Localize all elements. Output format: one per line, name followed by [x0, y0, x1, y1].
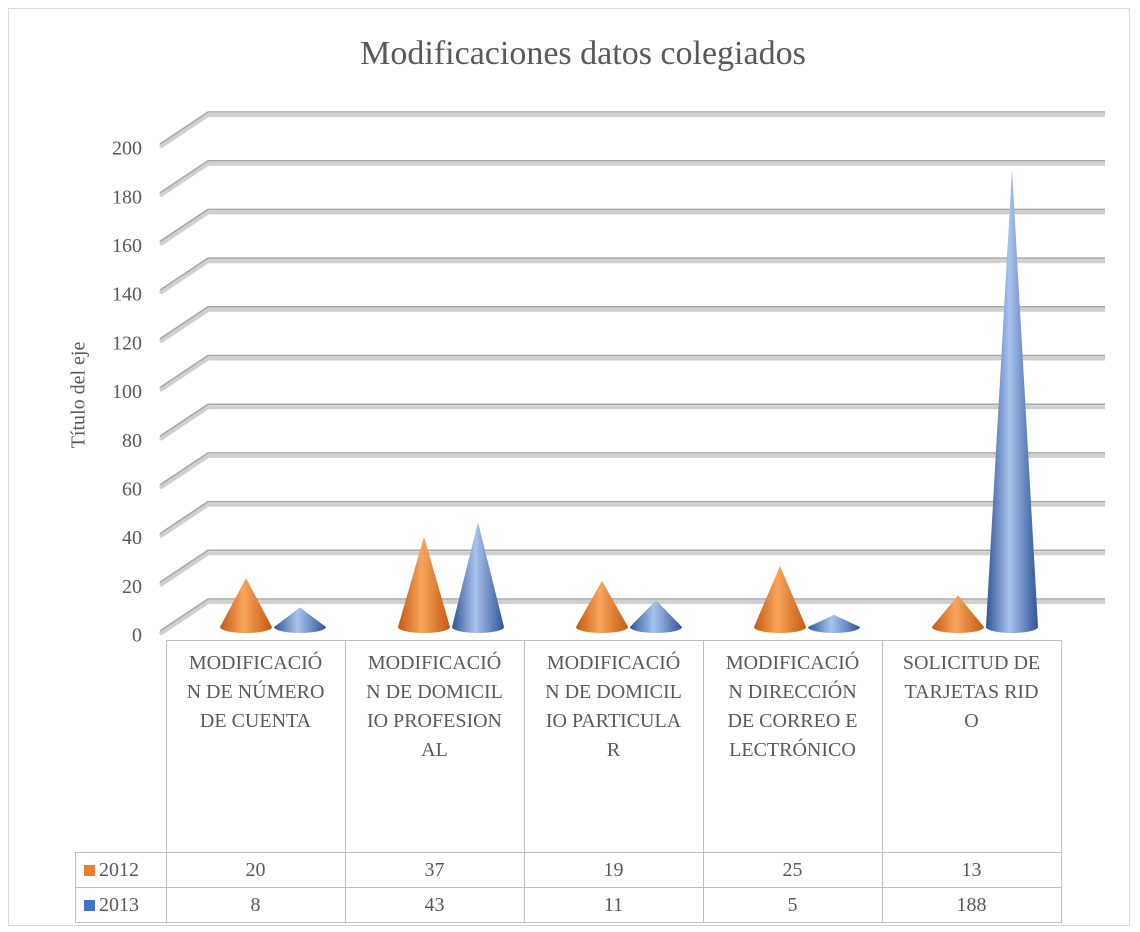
cone	[274, 607, 326, 633]
grid-line	[159, 500, 1105, 535]
table-row: 2012 20 37 19 25 13	[75, 852, 1062, 888]
y-tick-label: 60	[122, 478, 142, 500]
cone	[398, 536, 450, 633]
legend-label: 2013	[99, 893, 139, 916]
legend-cell: 2012	[75, 852, 167, 888]
value-cell: 37	[344, 852, 525, 888]
category-label: MODIFICACIÓN DE DOMICILIO PARTICULAR	[523, 640, 704, 853]
legend-swatch	[84, 899, 95, 911]
value-cell: 11	[523, 887, 704, 923]
value-cell: 13	[881, 852, 1062, 888]
y-tick-label: 140	[112, 284, 142, 306]
grid-line-shadow	[158, 453, 1105, 490]
legend-label: 2012	[99, 858, 139, 881]
y-tick-label: 120	[112, 332, 142, 354]
y-tick-label: 160	[112, 235, 142, 257]
grid-line-shadow	[158, 113, 1105, 149]
value-cell: 5	[702, 887, 883, 923]
grid-line	[159, 159, 1105, 194]
grid-line	[159, 403, 1105, 437]
cone	[452, 522, 504, 633]
value-cell: 25	[702, 852, 883, 888]
grid-line-shadow	[158, 502, 1105, 539]
grid-line	[159, 257, 1105, 291]
category-label: SOLICITUD DE TARJETAS RIDO	[881, 640, 1062, 853]
y-tick-label: 80	[122, 430, 142, 452]
cone	[932, 595, 984, 633]
grid-line-shadow	[158, 307, 1105, 344]
y-axis-label: Título del eje	[68, 342, 90, 449]
grid-line	[159, 452, 1105, 486]
table-row: 2013 8 43 11 5 188	[75, 887, 1062, 923]
grid-line-shadow	[158, 161, 1105, 198]
grid-line	[159, 306, 1105, 340]
grid-line-shadow	[158, 356, 1105, 393]
value-cell: 43	[344, 887, 525, 923]
chart-title: Modificaciones datos colegiados	[360, 35, 806, 72]
data-table: MODIFICACIÓN DE NÚMERO DE CUENTA MODIFICA…	[75, 640, 1062, 923]
category-label: MODIFICACIÓN DIRECCIÓN DE CORREO ELECTRÓ…	[702, 640, 883, 853]
y-tick-label: 200	[112, 138, 142, 160]
legend-swatch	[84, 864, 95, 876]
cone	[220, 578, 272, 633]
grid-line-shadow	[158, 210, 1105, 247]
grid-line-shadow	[158, 600, 1105, 636]
cone	[754, 566, 806, 633]
grid-line-shadow	[158, 259, 1105, 295]
cone	[808, 614, 860, 633]
y-tick-label: 40	[122, 527, 142, 549]
grid-line	[159, 208, 1105, 243]
y-tick-label: 180	[112, 186, 142, 208]
category-label: MODIFICACIÓN DE DOMICILIO PROFESIONAL	[344, 640, 525, 853]
value-cell: 20	[165, 852, 346, 888]
table-header-row: MODIFICACIÓN DE NÚMERO DE CUENTA MODIFICA…	[76, 640, 1062, 853]
category-label: MODIFICACIÓN DE NÚMERO DE CUENTA	[165, 640, 346, 853]
grid-line-shadow	[158, 551, 1105, 587]
value-cell: 19	[523, 852, 704, 888]
value-cell: 8	[165, 887, 346, 923]
y-tick-label: 20	[122, 576, 142, 598]
grid-line	[159, 549, 1105, 583]
grid-line	[159, 598, 1105, 632]
value-cell: 188	[881, 887, 1062, 923]
grid-line-shadow	[158, 405, 1105, 441]
grid-line	[159, 354, 1105, 389]
y-tick-label: 0	[132, 625, 142, 647]
cone	[630, 600, 682, 633]
table-corner	[76, 641, 167, 853]
chart-frame	[8, 8, 1130, 926]
cone	[576, 580, 628, 633]
y-tick-label: 100	[112, 381, 142, 403]
grid-line	[159, 111, 1105, 145]
cone	[986, 169, 1038, 633]
legend-cell: 2013	[75, 887, 167, 923]
